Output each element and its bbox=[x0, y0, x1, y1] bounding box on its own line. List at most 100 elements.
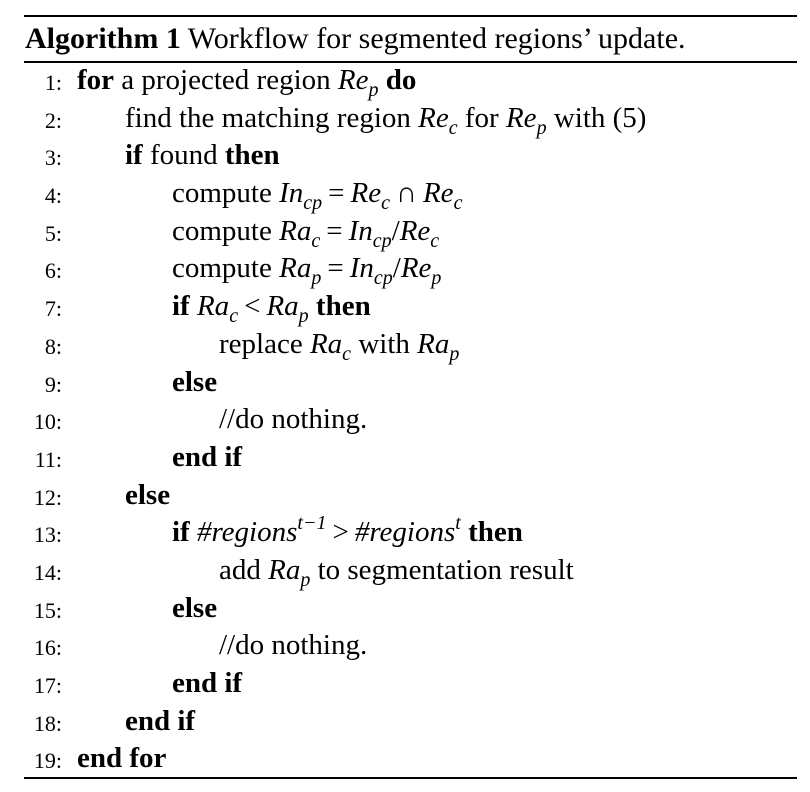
line-number: 4: bbox=[44, 183, 62, 209]
line-text: find the matching region bbox=[125, 101, 411, 134]
line-code: //do nothing. bbox=[219, 627, 367, 663]
line-code: if found then bbox=[125, 137, 280, 173]
line-text: for bbox=[464, 101, 499, 134]
line-code: //do nothing. bbox=[219, 401, 367, 437]
line-code: end for bbox=[77, 740, 166, 776]
line-text: with bbox=[358, 327, 410, 360]
line-number: 11: bbox=[34, 446, 62, 472]
keyword-if: if bbox=[172, 516, 190, 549]
math-re: Re bbox=[399, 214, 431, 247]
math-re: Re bbox=[418, 101, 449, 134]
math-sub: p bbox=[298, 305, 309, 328]
math-sub: p bbox=[431, 267, 442, 290]
math-ra: Ra bbox=[279, 214, 312, 247]
math-ra: Ra bbox=[268, 553, 301, 586]
line-comment: //do nothing. bbox=[219, 403, 368, 436]
math-re: Re bbox=[337, 64, 369, 96]
math-ra: Ra bbox=[417, 327, 450, 360]
line-number: 18: bbox=[33, 710, 62, 736]
line-text: compute bbox=[172, 177, 272, 210]
math-eq: = bbox=[327, 252, 344, 285]
keyword-then: then bbox=[315, 290, 371, 323]
line-code: if Rac < Rap then bbox=[172, 288, 371, 327]
line-code: compute Rap = Incp/Rep bbox=[172, 250, 441, 289]
keyword-then: then bbox=[224, 139, 280, 172]
math-re: Re bbox=[350, 177, 382, 210]
algorithm-line: 2: find the matching region Rec for Rep … bbox=[0, 100, 810, 139]
math-sub: p bbox=[368, 79, 379, 101]
line-number: 7: bbox=[44, 296, 62, 322]
keyword-do: do bbox=[385, 64, 417, 96]
line-number: 16: bbox=[33, 635, 62, 661]
line-number: 13: bbox=[33, 522, 62, 548]
math-sub: c bbox=[311, 229, 321, 252]
math-slash: / bbox=[391, 214, 400, 247]
math-eq: = bbox=[326, 214, 343, 247]
math-sup: t bbox=[455, 512, 461, 535]
algorithm-line: 12: else bbox=[0, 477, 810, 515]
line-number: 12: bbox=[33, 484, 62, 510]
math-ra: Ra bbox=[196, 290, 230, 323]
algorithm-line: 4: compute Incp = Rec ∩ Rec bbox=[0, 175, 810, 215]
line-code: end if bbox=[172, 665, 242, 701]
math-sub: cp bbox=[373, 267, 393, 290]
algorithm-line: 8: replace Rac with Rap bbox=[0, 326, 810, 365]
algorithm-line: 16: //do nothing. bbox=[0, 627, 810, 665]
keyword-else: else bbox=[172, 365, 218, 398]
algorithm-line: 13: if #regionst−1 > #regionst then bbox=[0, 512, 810, 552]
algorithm-line: 9: else bbox=[0, 364, 810, 402]
line-number: 17: bbox=[33, 673, 62, 698]
algorithm-label: Algorithm 1 bbox=[25, 22, 181, 55]
line-number: 15: bbox=[33, 597, 62, 623]
math-regions: #regions bbox=[196, 516, 298, 549]
line-number: 10: bbox=[33, 409, 62, 435]
line-number: 3: bbox=[44, 145, 62, 171]
line-number: 1: bbox=[44, 70, 62, 95]
math-sub: c bbox=[448, 116, 458, 139]
line-code: compute Rac = Incp/Rec bbox=[172, 213, 439, 252]
line-code: find the matching region Rec for Rep wit… bbox=[125, 100, 646, 139]
line-number: 6: bbox=[44, 258, 62, 284]
math-re: Re bbox=[422, 177, 454, 210]
algorithm-line: 19: end for bbox=[0, 740, 810, 778]
line-code: end if bbox=[125, 703, 195, 739]
keyword-if: if bbox=[172, 290, 190, 323]
line-text: replace bbox=[219, 327, 303, 360]
line-code: else bbox=[125, 477, 170, 513]
algorithm-line: 10: //do nothing. bbox=[0, 401, 810, 439]
math-eq: = bbox=[328, 177, 345, 210]
math-sub: c bbox=[342, 342, 352, 365]
line-text: compute bbox=[172, 214, 272, 247]
algorithm-caption: Algorithm 1 Workflow for segmented regio… bbox=[25, 20, 686, 58]
math-sub: c bbox=[430, 229, 440, 252]
math-sub: p bbox=[449, 342, 460, 365]
line-number: 2: bbox=[44, 107, 62, 133]
algorithm-line: 11: end if bbox=[0, 439, 810, 477]
algorithm-line: 18: end if bbox=[0, 703, 810, 741]
keyword-else: else bbox=[172, 591, 218, 624]
math-lt: < bbox=[244, 290, 261, 323]
math-sup: t−1 bbox=[297, 512, 327, 535]
top-rule bbox=[24, 15, 797, 17]
math-gt: > bbox=[332, 516, 349, 549]
keyword-else: else bbox=[125, 478, 171, 511]
math-sub: c bbox=[453, 192, 463, 215]
math-regions: #regions bbox=[354, 516, 456, 549]
line-number: 9: bbox=[44, 371, 62, 397]
math-re: Re bbox=[400, 252, 432, 285]
math-in: In bbox=[279, 177, 304, 210]
math-ra: Ra bbox=[279, 252, 312, 285]
line-code: replace Rac with Rap bbox=[219, 326, 459, 365]
algorithm-line: 14: add Rap to segmentation result bbox=[0, 552, 810, 591]
math-sub: cp bbox=[372, 229, 392, 252]
math-sub: cp bbox=[303, 192, 323, 215]
algorithm-line: 17: end if bbox=[0, 665, 810, 703]
line-text: a projected region bbox=[121, 64, 331, 96]
line-number: 8: bbox=[44, 333, 62, 359]
line-comment: //do nothing. bbox=[219, 629, 368, 662]
line-text: found bbox=[149, 139, 218, 172]
algorithm-line: 5: compute Rac = Incp/Rec bbox=[0, 213, 810, 252]
keyword-end-if: end if bbox=[172, 667, 243, 699]
algorithm-line: 3: if found then bbox=[0, 137, 810, 175]
keyword-end-for: end for bbox=[77, 742, 167, 775]
